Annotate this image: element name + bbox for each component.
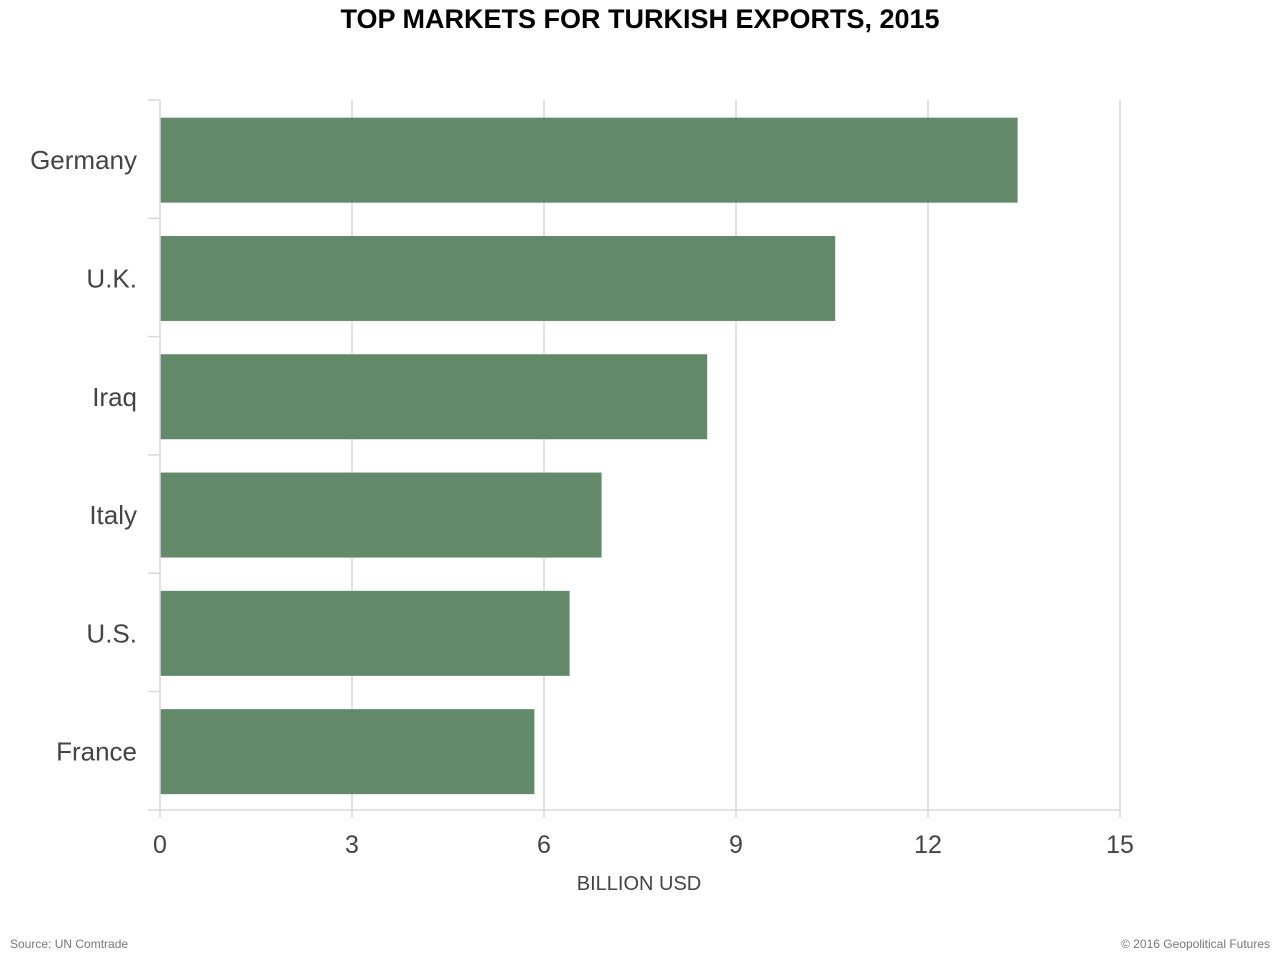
y-tick-label-france: France xyxy=(56,737,137,767)
axes xyxy=(148,99,1120,811)
bar-italy xyxy=(160,472,602,558)
x-tick-label-15: 15 xyxy=(1106,831,1134,859)
y-tick-label-u-k: U.K. xyxy=(86,263,137,293)
x-axis-title: BILLION USD xyxy=(577,873,701,895)
copyright-note: © 2016 Geopolitical Futures xyxy=(1121,937,1270,951)
x-tick-label-12: 12 xyxy=(914,831,942,859)
bar-u-k xyxy=(160,235,836,321)
bar-iraq xyxy=(160,354,708,440)
x-tick-label-6: 6 xyxy=(537,831,551,859)
tick-labels: 0 3 6 9 12 15 Germany U.K. Iraq Italy U.S. France xyxy=(30,145,1134,859)
bar-germany xyxy=(160,117,1018,203)
bars xyxy=(160,117,1018,795)
y-tick-label-germany: Germany xyxy=(30,145,137,175)
bar-u-s xyxy=(160,590,570,676)
gridlines xyxy=(159,100,1121,818)
y-tick-label-italy: Italy xyxy=(89,500,137,530)
chart-title: TOP MARKETS FOR TURKISH EXPORTS, 2015 xyxy=(340,4,940,34)
y-tick-label-iraq: Iraq xyxy=(92,382,137,412)
bar-france xyxy=(160,709,535,795)
source-note: Source: UN Comtrade xyxy=(10,937,129,951)
x-tick-label-9: 9 xyxy=(729,831,743,859)
y-tick-label-u-s: U.S. xyxy=(86,618,137,648)
x-tick-label-3: 3 xyxy=(345,831,359,859)
x-tick-label-0: 0 xyxy=(153,831,167,859)
